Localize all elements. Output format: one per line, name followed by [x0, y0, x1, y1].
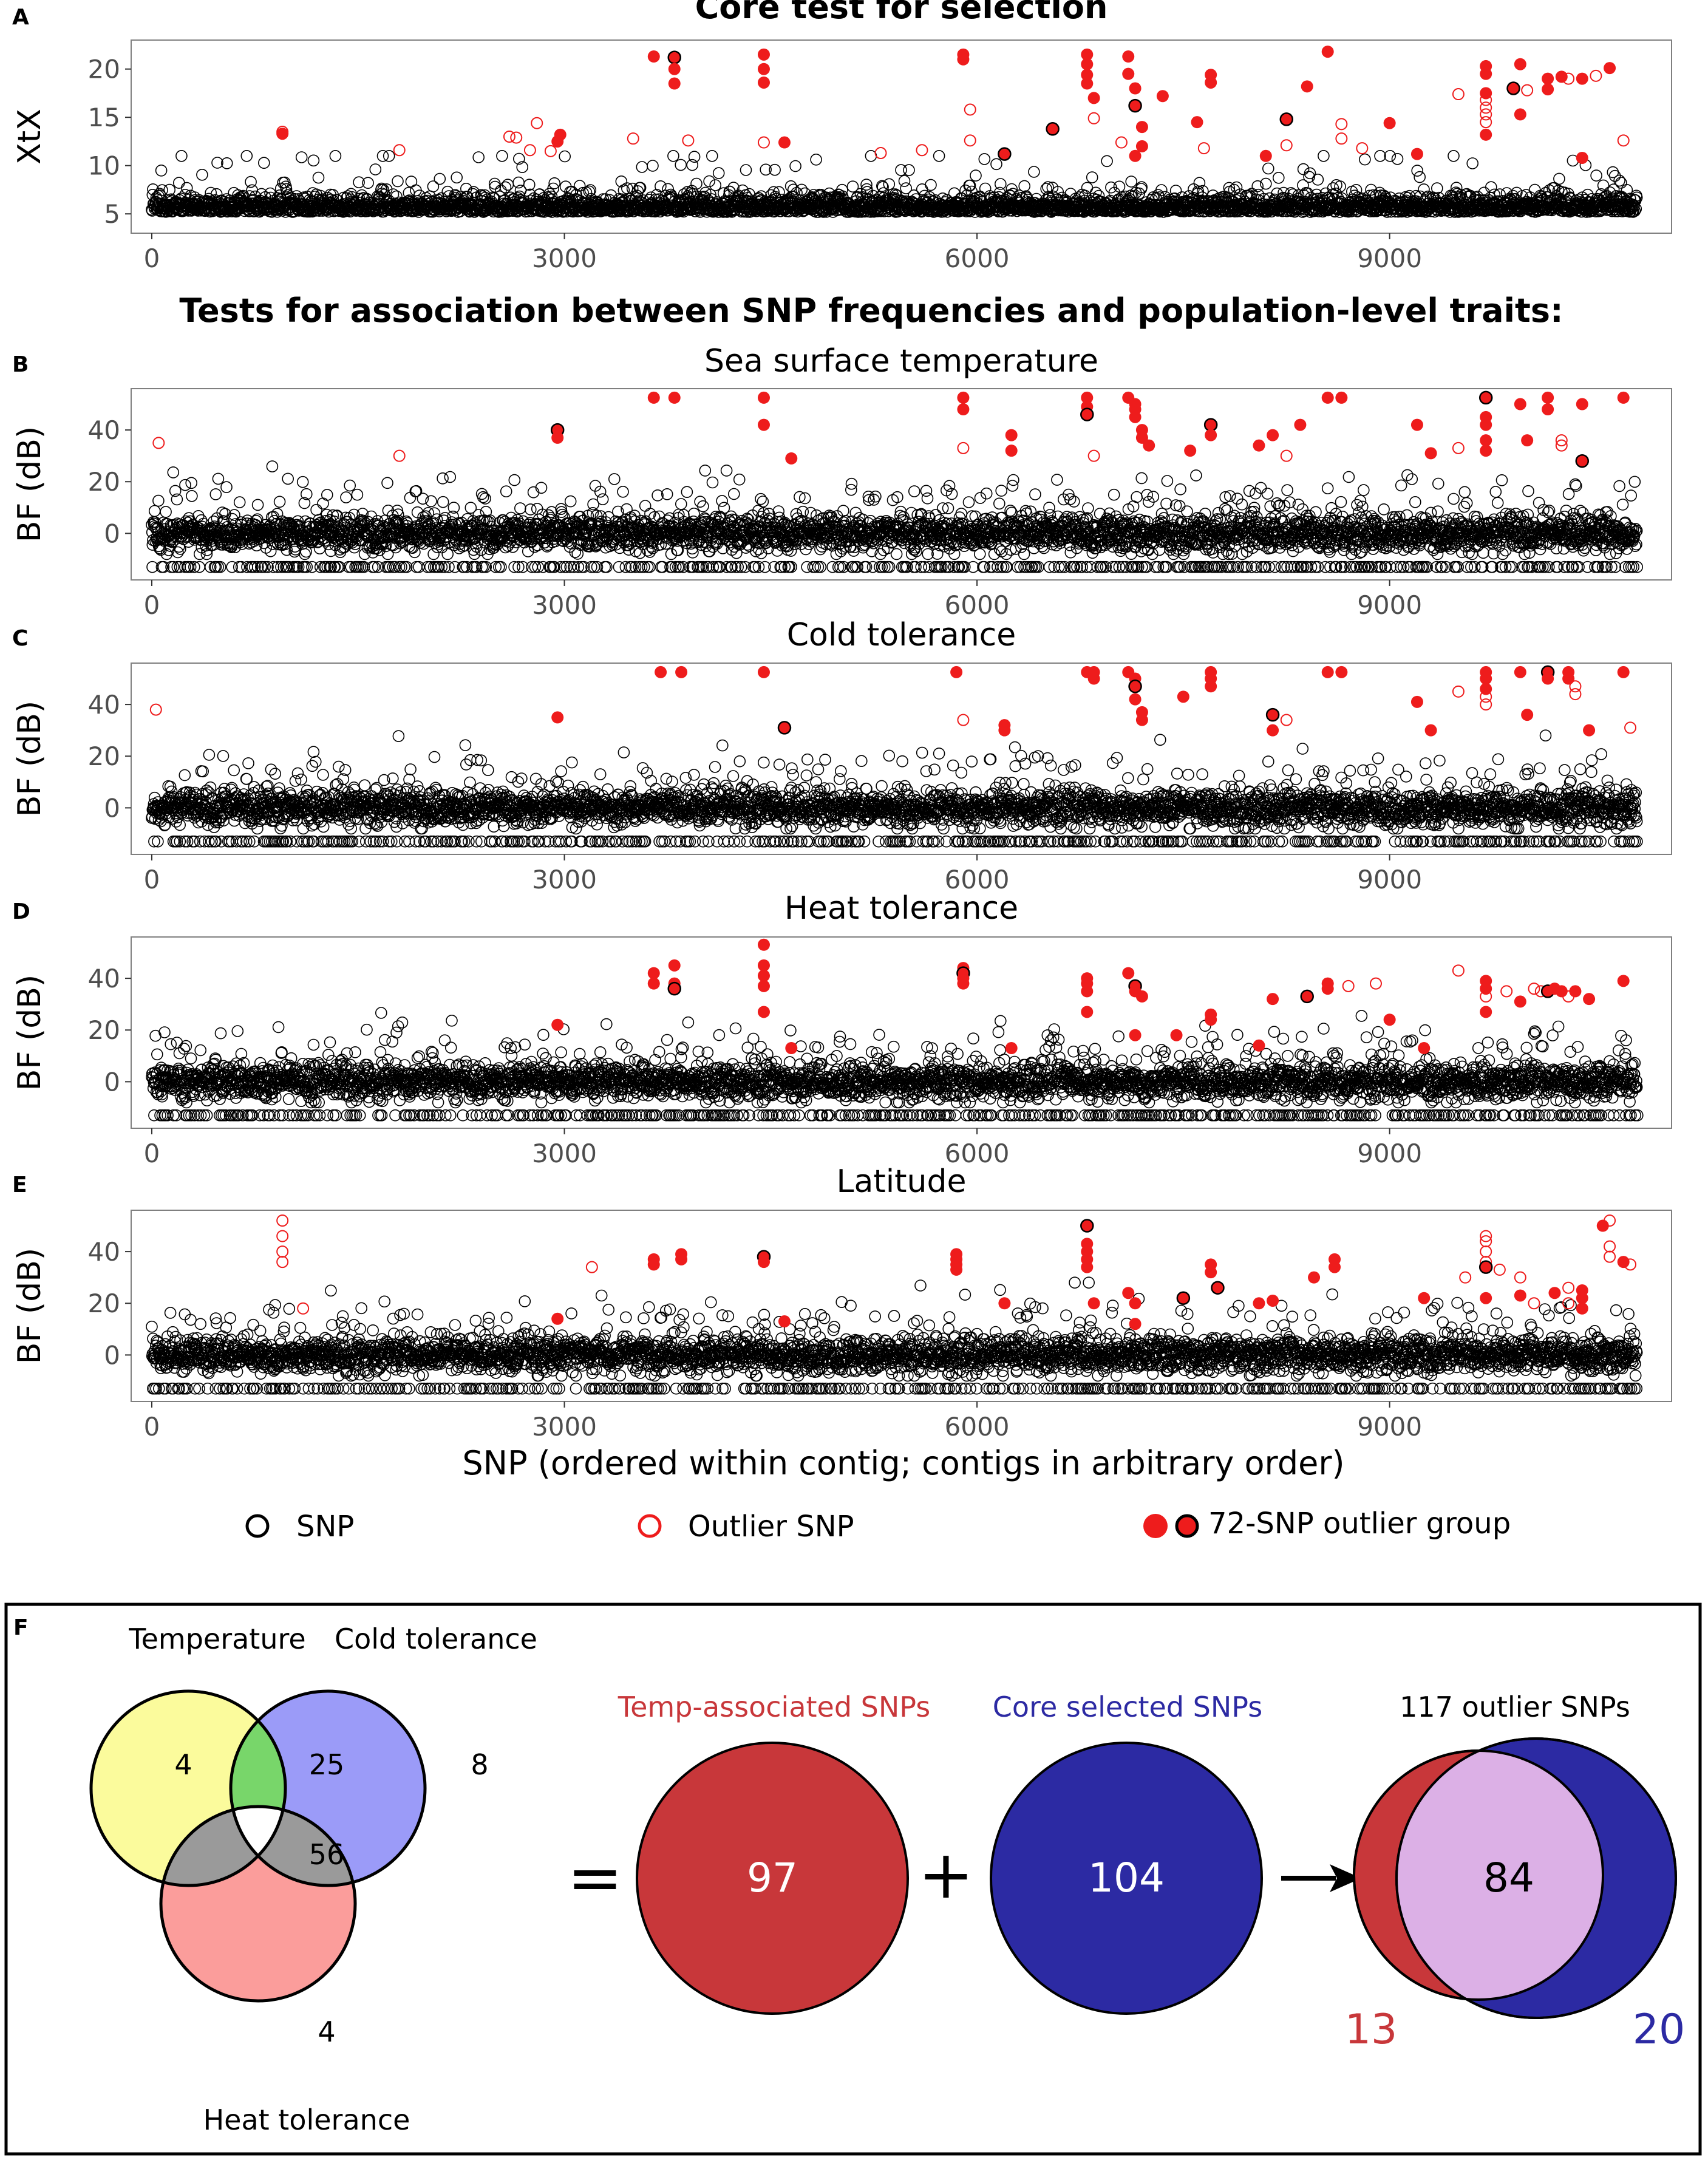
- x-tick-label: 3000: [532, 590, 597, 620]
- group-outlier-point: [1480, 129, 1492, 141]
- group-outlier-point: [648, 50, 660, 63]
- group-outlier-point: [1384, 117, 1396, 129]
- group-outlier-point: [1129, 150, 1142, 162]
- group-outlier-point: [1157, 90, 1169, 102]
- group-outlier-point: [1576, 73, 1588, 85]
- group-outlier-point: [1542, 83, 1554, 95]
- group-outlier-point: [1047, 123, 1059, 135]
- group-outlier-point: [1260, 150, 1272, 162]
- panel-letter-d: D: [12, 899, 30, 924]
- panel-letter-c: C: [12, 626, 28, 651]
- x-tick-label: 9000: [1357, 590, 1422, 620]
- group-outlier-point: [1411, 148, 1423, 160]
- group-outlier-point: [1480, 87, 1492, 99]
- section-header: Tests for association between SNP freque…: [179, 291, 1563, 330]
- y-tick-label: 15: [88, 103, 120, 132]
- group-outlier-point: [1604, 62, 1616, 74]
- group-outlier-point: [1542, 73, 1554, 85]
- x-tick-label: 6000: [945, 244, 1010, 273]
- group-outlier-point: [669, 63, 681, 75]
- group-outlier-point: [1081, 78, 1093, 90]
- panel-letter-b: B: [12, 352, 29, 377]
- group-outlier-point: [1129, 100, 1142, 112]
- group-outlier-point: [1129, 83, 1142, 95]
- y-tick-label: 0: [104, 519, 120, 548]
- group-outlier-point: [1088, 92, 1100, 104]
- group-outlier-point: [1205, 77, 1217, 89]
- panel-letter-a: A: [12, 5, 29, 30]
- group-outlier-point: [778, 137, 791, 149]
- y-tick-label: 5: [104, 199, 120, 229]
- group-outlier-point: [551, 135, 563, 148]
- group-outlier-point: [1281, 113, 1293, 125]
- x-tick-label: 9000: [1357, 244, 1422, 273]
- panel-b-sst-chart: Sea surface temperature BF (dB) 0 20 40 0 3000…: [12, 343, 1672, 620]
- x-tick-label: 6000: [945, 590, 1010, 620]
- x-tick-label: 0: [144, 590, 160, 620]
- y-tick-label: 40: [88, 415, 120, 445]
- group-outlier-point: [669, 52, 681, 64]
- panel-a-title: Core test for selection: [695, 0, 1108, 26]
- group-outlier-point: [758, 49, 770, 61]
- group-outlier-point: [998, 148, 1010, 160]
- group-outlier-point: [1191, 116, 1203, 128]
- group-outlier-point: [669, 78, 681, 90]
- group-outlier-point: [276, 128, 288, 140]
- group-outlier-point: [1122, 68, 1134, 80]
- x-tick-label: 3000: [532, 244, 597, 273]
- group-outlier-point: [1514, 108, 1526, 120]
- panel-b-ylabel: BF (dB): [12, 426, 48, 542]
- group-outlier-point: [1322, 46, 1334, 58]
- y-tick-label: 20: [88, 55, 120, 84]
- group-outlier-point: [957, 53, 969, 66]
- x-tick-label: 0: [144, 244, 160, 273]
- group-outlier-point: [1514, 58, 1526, 70]
- group-outlier-point: [1301, 80, 1313, 92]
- group-outlier-point: [1480, 68, 1492, 80]
- group-outlier-point: [1508, 83, 1520, 95]
- group-outlier-point: [1556, 70, 1568, 83]
- group-outlier-point: [1081, 58, 1093, 70]
- group-outlier-point: [758, 63, 770, 75]
- group-outlier-point: [1122, 50, 1134, 63]
- group-outlier-point: [1576, 152, 1588, 164]
- group-outlier-point: [1136, 121, 1148, 133]
- panel-a-xtx-chart: Core test for selection XtX 5 10 15 20 0 3000 60…: [12, 0, 1672, 273]
- y-tick-label: 20: [88, 467, 120, 497]
- group-outlier-point: [758, 77, 770, 89]
- y-tick-label: 10: [88, 151, 120, 181]
- panel-b-title: Sea surface temperature: [704, 343, 1098, 380]
- panel-a-ylabel: XtX: [12, 109, 48, 165]
- panel-letter-e: E: [12, 1173, 27, 1197]
